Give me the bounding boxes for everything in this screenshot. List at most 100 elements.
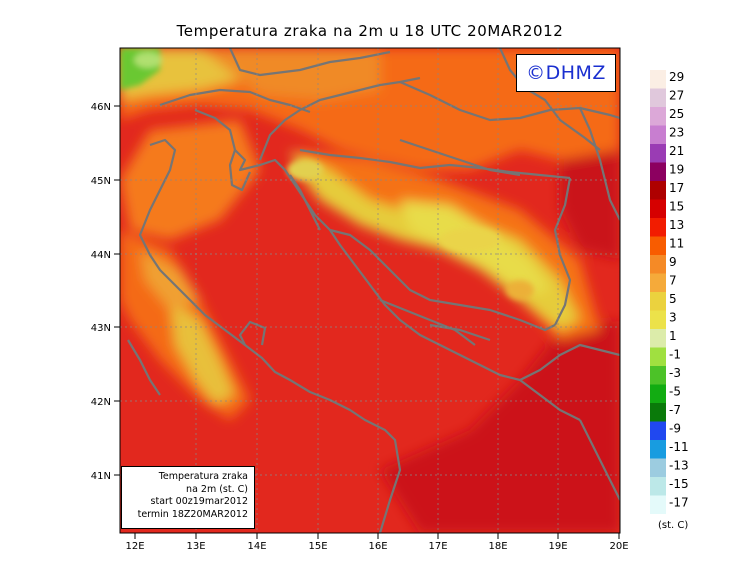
legend-label: -3 [669, 366, 681, 380]
croatia-north-border [258, 76, 421, 161]
x-tick-label: 13E [186, 541, 205, 552]
slovenia-border [159, 88, 311, 114]
y-tick-label: 44N [91, 250, 111, 261]
legend-label: 29 [669, 70, 684, 84]
legend-swatch [650, 236, 666, 255]
legend-swatch [650, 347, 666, 366]
legend-label: 3 [669, 311, 677, 325]
legend-label: -5 [669, 385, 681, 399]
legend-label: 23 [669, 126, 684, 140]
field-yellow-apennine [170, 300, 235, 405]
field-orange-patch [506, 280, 534, 300]
field-pale-northwest [134, 52, 162, 68]
info-line-units: na 2m (st. C) [186, 483, 248, 495]
legend-swatch [650, 329, 666, 348]
graticule [120, 48, 620, 533]
danube-line [498, 48, 601, 151]
legend-swatch [650, 477, 666, 496]
legend-label: -15 [669, 477, 689, 491]
legend-swatch [650, 218, 666, 237]
legend-units: (st. C) [658, 520, 689, 531]
dhmz-logo: ©DHMZ [516, 54, 616, 92]
coastlines [127, 48, 620, 533]
y-axis-labels: 46N 45N 44N 43N 42N 41N [91, 102, 111, 482]
legend-label: -17 [669, 496, 689, 510]
legend-label: -13 [669, 459, 689, 473]
legend-label: 9 [669, 255, 677, 269]
x-tick-label: 12E [125, 541, 144, 552]
italy-east-coast [138, 138, 402, 533]
legend-swatch [650, 144, 666, 163]
legend-label: -7 [669, 403, 681, 417]
italy-west-lakes [127, 339, 161, 396]
legend-swatch [650, 255, 666, 274]
legend-label: 21 [669, 144, 684, 158]
legend-swatch [650, 199, 666, 218]
info-line-start: start 00z19mar2012 [150, 496, 248, 507]
legend-label: -9 [669, 422, 681, 436]
hungary-croatia-border [399, 80, 620, 122]
map-title: Temperatura zraka na 2m u 18 UTC 20MAR20… [176, 22, 564, 40]
legend-swatch [650, 125, 666, 144]
temperature-field [120, 48, 620, 533]
y-tick-label: 45N [91, 176, 111, 187]
serbia-border [578, 107, 620, 221]
legend-swatch [650, 181, 666, 200]
istria-coast [228, 149, 252, 192]
y-tick-label: 41N [91, 471, 111, 482]
legend-swatch [650, 310, 666, 329]
x-axis-labels: 12E 13E 14E 15E 16E 17E 18E 19E 20E [125, 541, 628, 552]
legend-swatch [650, 403, 666, 422]
legend-swatch [650, 366, 666, 385]
y-tick-label: 42N [91, 397, 111, 408]
bosnia-east-border [553, 177, 572, 326]
y-tick-label: 46N [91, 102, 111, 113]
legend-swatch [650, 88, 666, 107]
field-yellow-velebit [287, 160, 323, 180]
legend-label: 11 [669, 237, 684, 251]
x-tick-label: 16E [368, 541, 387, 552]
legend-swatch [650, 384, 666, 403]
bosnia-north-border [299, 148, 571, 180]
croatia-islands-south [379, 298, 476, 346]
legend-label: -1 [669, 348, 681, 362]
legend-label: 7 [669, 274, 677, 288]
legend-label: 15 [669, 200, 684, 214]
legend-swatch [650, 440, 666, 459]
legend-label: 27 [669, 89, 684, 103]
legend-label: 1 [669, 329, 677, 343]
x-tick-label: 20E [609, 541, 628, 552]
legend-label: 19 [669, 163, 684, 177]
legend-label: 13 [669, 218, 684, 232]
info-box: Temperatura zraka na 2m (st. C) start 00… [121, 466, 255, 529]
field-dark-south [380, 320, 620, 533]
bosnia-south-border [329, 228, 556, 332]
sava-line [399, 138, 521, 177]
albania-border [579, 419, 620, 501]
field-yellow-bosnia [440, 228, 500, 252]
legend-swatch [650, 162, 666, 181]
legend-swatch [650, 292, 666, 311]
axis-ticks [114, 105, 620, 539]
legend-swatch [650, 70, 666, 89]
info-line-variable: Temperatura zraka [158, 471, 248, 482]
color-legend: 29 27 25 23 21 19 17 15 13 11 9 7 5 3 1 -1 -3 -5 -7 -9 -11 -1… [650, 70, 689, 514]
x-tick-label: 15E [308, 541, 327, 552]
legend-swatch [650, 458, 666, 477]
x-tick-label: 18E [488, 541, 507, 552]
x-tick-label: 19E [548, 541, 567, 552]
legend-label: -11 [669, 440, 689, 454]
legend-label: 25 [669, 107, 684, 121]
legend-swatch [650, 273, 666, 292]
legend-swatch [650, 421, 666, 440]
info-line-valid: termin 18Z20MAR2012 [137, 508, 248, 520]
adriatic-east-coast [194, 108, 581, 421]
montenegro-border [519, 343, 620, 381]
austria-hungary-border [228, 48, 391, 77]
croatia-islands-north [289, 174, 321, 231]
legend-label: 17 [669, 181, 684, 195]
x-tick-label: 14E [247, 541, 266, 552]
y-tick-label: 43N [91, 323, 111, 334]
x-tick-label: 17E [428, 541, 447, 552]
